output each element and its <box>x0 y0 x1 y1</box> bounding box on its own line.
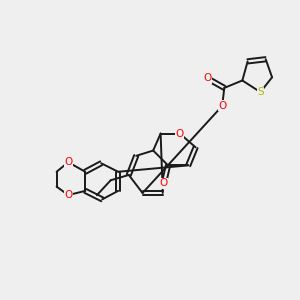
Text: O: O <box>218 101 226 111</box>
Text: O: O <box>64 157 72 167</box>
Text: O: O <box>64 190 72 200</box>
Text: S: S <box>257 87 264 97</box>
Text: O: O <box>203 73 212 83</box>
Text: O: O <box>176 128 184 139</box>
Text: O: O <box>160 178 168 188</box>
